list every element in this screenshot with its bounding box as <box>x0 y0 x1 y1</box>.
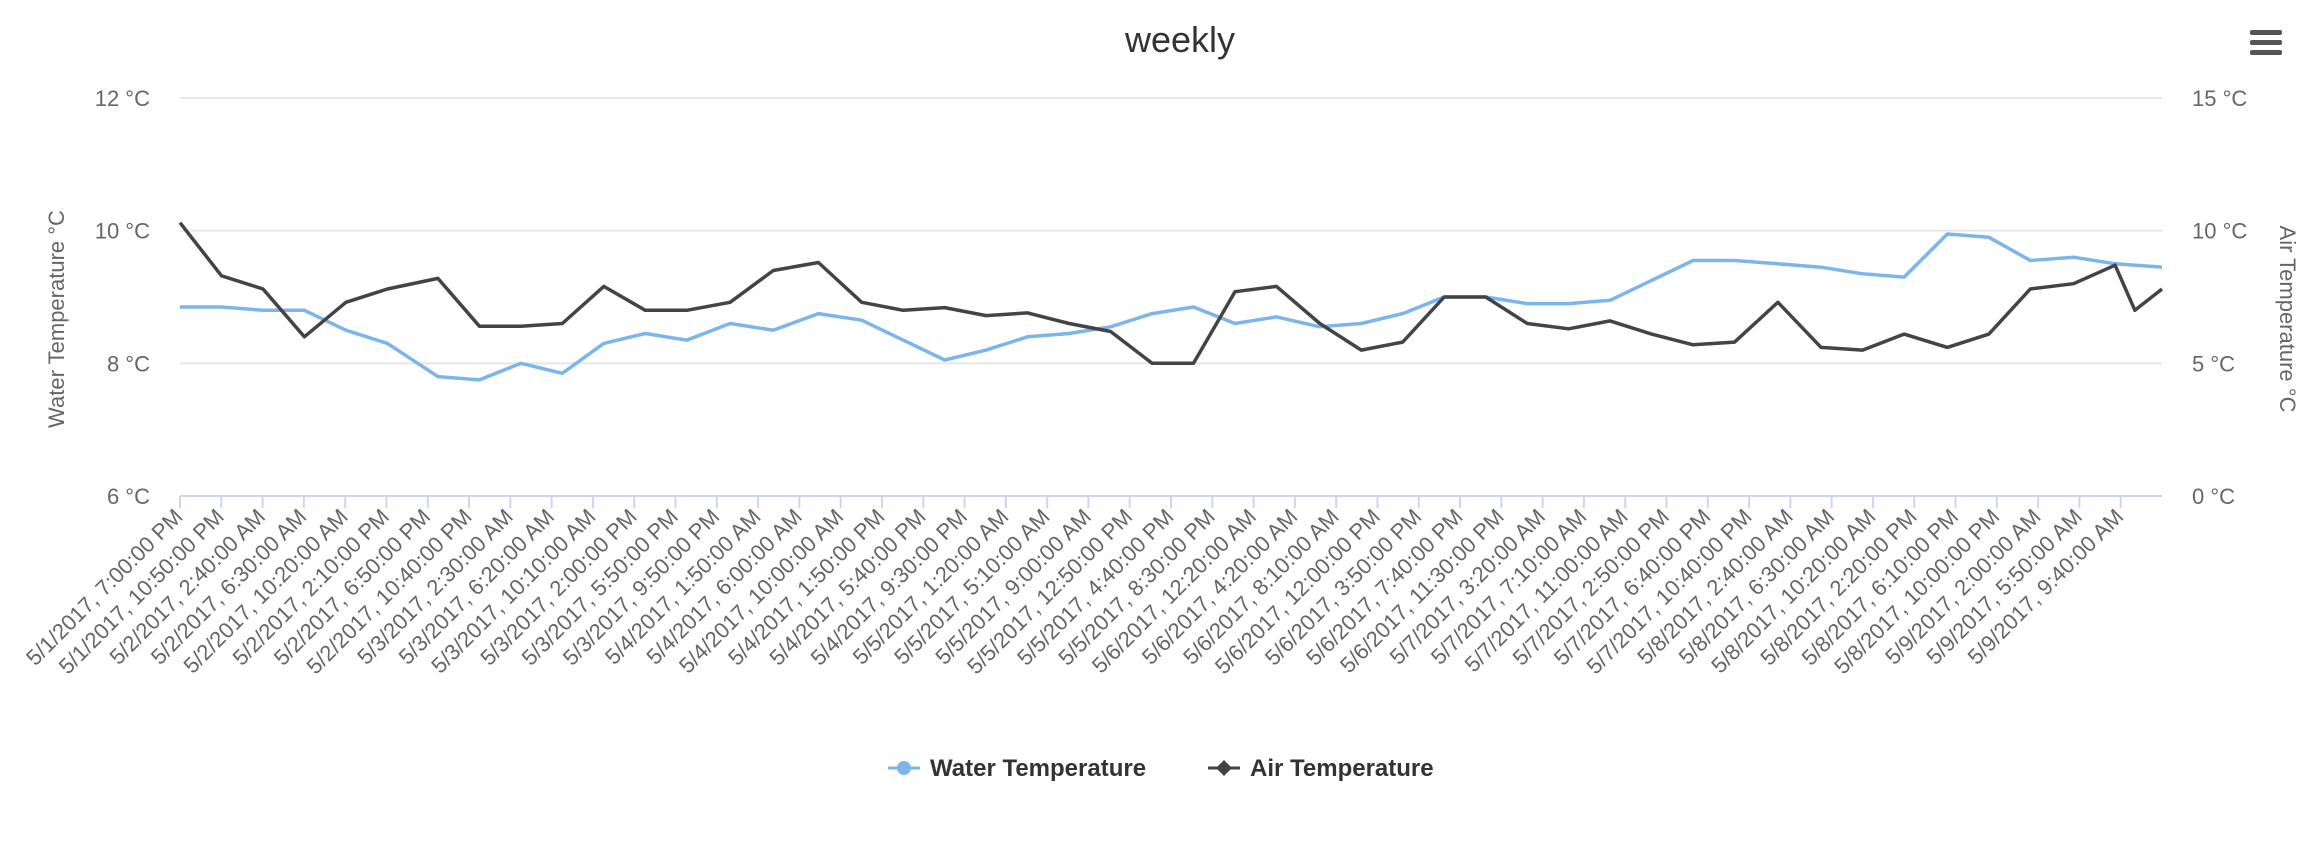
right-y-tick-label: 5 °C <box>2192 351 2235 376</box>
left-y-tick-label: 10 °C <box>95 219 150 244</box>
left-y-axis-title: Water Temperature °C <box>44 210 69 428</box>
right-y-tick-label: 0 °C <box>2192 484 2235 509</box>
legend-item-air-temperature[interactable]: Air Temperature <box>1208 755 1434 782</box>
legend-item-water-temperature[interactable]: Water Temperature <box>888 755 1146 782</box>
series-line-water-temperature[interactable] <box>180 232 2163 382</box>
left-y-tick-label: 12 °C <box>95 86 150 111</box>
left-y-tick-label: 8 °C <box>107 351 150 376</box>
right-y-tick-label: 10 °C <box>2192 219 2247 244</box>
legend-label: Air Temperature <box>1250 755 1434 782</box>
circle-marker-icon <box>897 761 911 775</box>
series-layer <box>178 221 2164 382</box>
legend-label: Water Temperature <box>930 755 1146 782</box>
diamond-marker-icon <box>1216 760 1232 776</box>
chart-title: weekly <box>1124 19 1235 60</box>
legend: Water Temperature Air Temperature <box>888 755 1434 782</box>
x-axis: 5/1/2017, 7:00:00 PM5/1/2017, 10:50:00 P… <box>21 496 2128 679</box>
right-y-tick-label: 15 °C <box>2192 86 2247 111</box>
grid-lines <box>180 97 2162 497</box>
menu-icon-bar <box>2250 30 2282 35</box>
right-y-axis-title: Air Temperature °C <box>2275 226 2300 413</box>
right-y-axis: 0 °C 5 °C 10 °C 15 °C <box>2192 86 2247 509</box>
left-y-tick-label: 6 °C <box>107 484 150 509</box>
menu-icon-bar <box>2250 40 2282 45</box>
series-line-air-temperature[interactable] <box>178 221 2164 366</box>
left-y-axis: 6 °C 8 °C 10 °C 12 °C <box>95 86 150 509</box>
chart-menu-button[interactable] <box>2246 30 2286 64</box>
menu-icon-bar <box>2250 50 2282 55</box>
